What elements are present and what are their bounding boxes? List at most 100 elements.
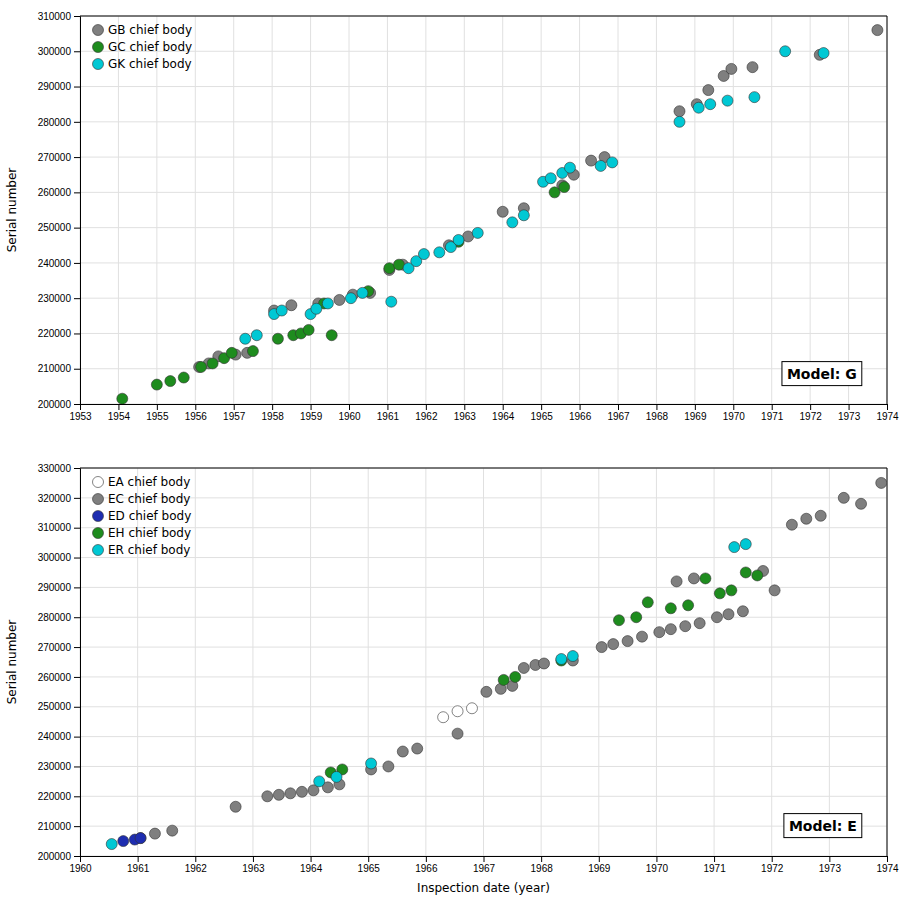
tick-mark [829, 856, 830, 862]
point [135, 833, 146, 844]
tick: 300000 [38, 46, 80, 57]
grid-line-y [80, 706, 887, 707]
point [637, 631, 648, 642]
point [412, 743, 423, 754]
grid-line-y [80, 262, 887, 263]
tick-mark [74, 558, 80, 559]
point [700, 573, 711, 584]
tick-mark [772, 404, 773, 410]
grid-line-x [310, 16, 311, 404]
tick-mark [118, 404, 119, 410]
tick-mark [74, 617, 80, 618]
tick-mark [74, 263, 80, 264]
tick: 210000 [38, 821, 80, 832]
tick-label: 270000 [38, 152, 72, 163]
grid [80, 16, 887, 404]
tick-mark [74, 677, 80, 678]
tick: 1970 [723, 404, 746, 422]
point [642, 597, 653, 608]
point [737, 606, 748, 617]
tick-mark [503, 404, 504, 410]
grid-line-y [80, 587, 887, 588]
grid-line-y [80, 497, 887, 498]
x-axis-label: Inspection date (year) [417, 881, 550, 895]
tick-mark [887, 404, 888, 410]
point [674, 116, 685, 127]
point [117, 393, 128, 404]
tick-label: 200000 [38, 851, 72, 862]
point [680, 621, 691, 632]
tick: 310000 [38, 11, 80, 22]
tick: 1963 [242, 856, 265, 874]
tick-mark [426, 856, 427, 862]
tick-mark [618, 404, 619, 410]
tick-label: 270000 [38, 642, 72, 653]
grid-line-y [80, 86, 887, 87]
grid-line-y [80, 527, 887, 528]
tick: 1973 [819, 856, 842, 874]
series [106, 539, 751, 850]
tick: 1955 [146, 404, 169, 422]
point [345, 293, 356, 304]
tick: 240000 [38, 731, 80, 742]
tick: 1973 [838, 404, 861, 422]
tick-mark [74, 192, 80, 193]
tick-label: 1955 [146, 411, 169, 422]
point [683, 600, 694, 611]
point [167, 825, 178, 836]
point [622, 636, 633, 647]
legend-label: EH chief body [108, 526, 191, 540]
tick: 1961 [127, 856, 150, 874]
tick-label: 1962 [415, 411, 438, 422]
point [326, 330, 337, 341]
point [383, 761, 394, 772]
legend-swatch [93, 545, 104, 556]
point [545, 173, 556, 184]
y-axis: 2000002100002200002300002400002500002600… [38, 463, 81, 862]
tick-label: 1961 [127, 863, 150, 874]
tick-mark [74, 16, 80, 17]
legend-label: EA chief body [108, 475, 190, 489]
grid-line-x [810, 16, 811, 404]
grid-line-y [80, 468, 887, 469]
point [726, 585, 737, 596]
grid-line-y [80, 826, 887, 827]
grid-line-x [233, 16, 234, 404]
tick-mark [849, 404, 850, 410]
grid-line-x [387, 16, 388, 404]
point [747, 62, 758, 73]
tick-mark [74, 122, 80, 123]
grid-line-x [541, 16, 542, 404]
grid-line-x [579, 16, 580, 404]
legend-item: EA chief body [93, 475, 191, 489]
grid-line-x [425, 468, 426, 856]
grid-line-y [80, 157, 887, 158]
point [481, 686, 492, 697]
point [539, 658, 550, 669]
tick-label: 1960 [69, 863, 92, 874]
grid-line-x [252, 468, 253, 856]
tick-mark [74, 87, 80, 88]
tick: 230000 [38, 761, 80, 772]
tick-mark [74, 228, 80, 229]
tick: 1959 [300, 404, 323, 422]
point [595, 160, 606, 171]
point [549, 187, 560, 198]
legend-label: GK chief body [108, 57, 192, 71]
grid-line-x [618, 16, 619, 404]
point [273, 789, 284, 800]
tick-label: 230000 [38, 293, 72, 304]
tick-label: 1962 [185, 863, 208, 874]
legend-swatch [93, 59, 104, 70]
tick-label: 1965 [531, 411, 554, 422]
tick: 1960 [338, 404, 361, 422]
point [452, 706, 463, 717]
grid-line-x [771, 16, 772, 404]
point [872, 25, 883, 36]
tick-label: 1966 [569, 411, 592, 422]
grid [80, 468, 887, 856]
panel: 1953195419551956195719581959196019611962… [5, 11, 899, 422]
tick: 1963 [454, 404, 477, 422]
point [207, 358, 218, 369]
tick: 1968 [531, 856, 554, 874]
